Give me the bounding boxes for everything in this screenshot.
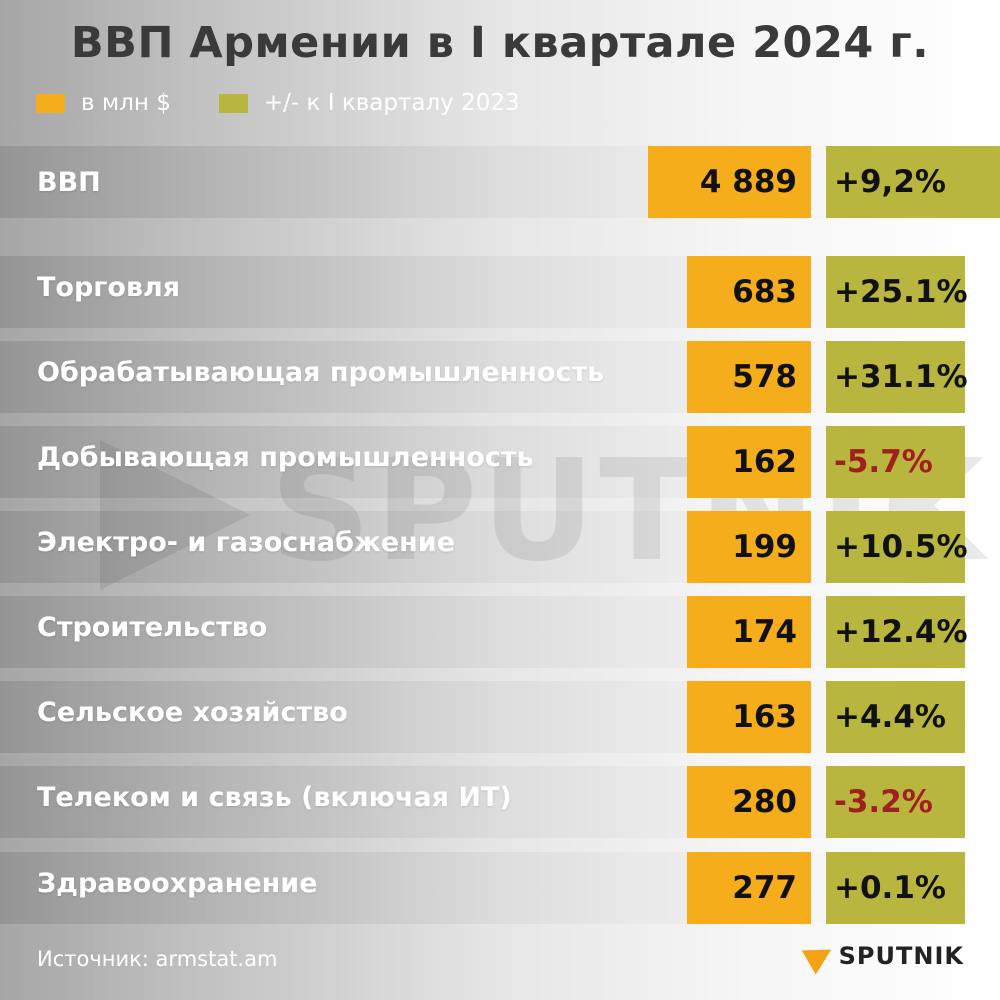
table-row: Электро- и газоснабжение 199 +10.5% (0, 511, 1000, 583)
change-cell: +10.5% (826, 511, 968, 583)
change-cell: -5.7% (826, 426, 965, 498)
row-label: ВВП (37, 166, 101, 198)
legend-item-value: в млн $ (36, 90, 171, 116)
change-cell: +0.1% (826, 852, 965, 924)
legend-item-change: +/- к I кварталу 2023 (218, 90, 520, 116)
table-row-total: ВВП 4 889 +9,2% (0, 146, 1000, 218)
row-label: Сельское хозяйство (37, 696, 348, 728)
value-cell: 174 (687, 596, 811, 668)
source-note: Источник: armstat.am (37, 947, 278, 971)
change-cell: +12.4% (826, 596, 968, 668)
row-label: Обрабатывающая промышленность (37, 356, 605, 388)
brand-name: SPUTNIK (838, 942, 964, 970)
value-cell: 683 (687, 256, 811, 328)
row-label: Торговля (37, 271, 181, 303)
value-cell: 280 (687, 766, 811, 838)
table-row: Телеком и связь (включая ИТ) 280 -3.2% (0, 766, 1000, 838)
table-row: Обрабатывающая промышленность 578 +31.1% (0, 341, 1000, 413)
change-cell: -3.2% (826, 766, 965, 838)
value-cell: 578 (687, 341, 811, 413)
legend-swatch-value (36, 93, 65, 113)
legend-label-change: +/- к I кварталу 2023 (263, 90, 520, 116)
chart-title: ВВП Армении в I квартале 2024 г. (70, 18, 930, 68)
row-label: Телеком и связь (включая ИТ) (37, 781, 512, 813)
row-label: Электро- и газоснабжение (37, 526, 456, 558)
table-row: Добывающая промышленность 162 -5.7% (0, 426, 1000, 498)
value-cell: 163 (687, 681, 811, 753)
legend-label-value: в млн $ (81, 90, 171, 116)
row-label: Здравоохранение (37, 867, 318, 899)
value-cell: 199 (687, 511, 811, 583)
value-cell: 277 (687, 852, 811, 924)
legend-swatch-change (218, 93, 248, 113)
change-cell: +25.1% (826, 256, 968, 328)
row-label: Добывающая промышленность (37, 441, 534, 473)
table-row: Сельское хозяйство 163 +4.4% (0, 681, 1000, 753)
legend: в млн $ +/- к I кварталу 2023 (36, 86, 568, 120)
change-cell: +4.4% (826, 681, 965, 753)
value-cell: 162 (687, 426, 811, 498)
brand-logo: SPUTNIK (801, 937, 964, 975)
table-row: Здравоохранение 277 +0.1% (0, 852, 1000, 924)
value-cell: 4 889 (648, 146, 811, 218)
change-cell: +9,2% (826, 146, 1000, 218)
sputnik-arrow-icon (801, 937, 838, 975)
table-row: Торговля 683 +25.1% (0, 256, 1000, 328)
table-row: Строительство 174 +12.4% (0, 596, 1000, 668)
row-label: Строительство (37, 611, 268, 643)
change-cell: +31.1% (826, 341, 968, 413)
